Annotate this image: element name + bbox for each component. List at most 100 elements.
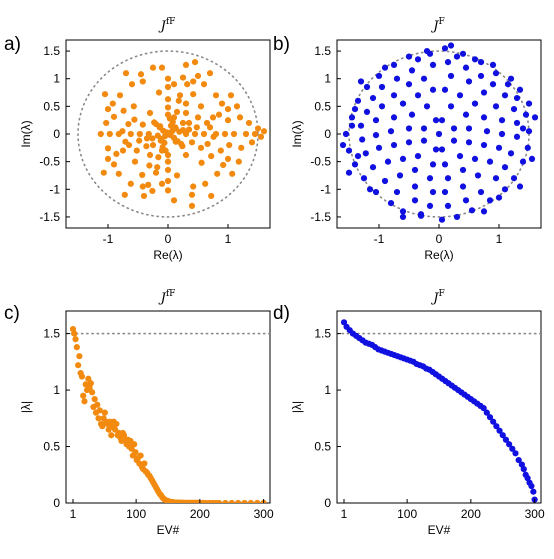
data-point	[342, 130, 350, 138]
data-point	[179, 143, 186, 150]
chart-title: JF	[430, 289, 444, 306]
data-point	[399, 155, 407, 162]
data-point	[100, 169, 107, 176]
data-point	[224, 106, 232, 113]
data-point	[154, 164, 161, 171]
y-axis-label: Im(λ)	[290, 120, 304, 147]
data-point	[235, 499, 242, 503]
data-point	[362, 150, 369, 157]
data-point	[164, 166, 172, 174]
y-tick-label: 1	[324, 383, 331, 397]
data-point	[348, 122, 356, 129]
data-point	[509, 445, 516, 452]
data-point	[528, 482, 535, 490]
data-point	[164, 151, 172, 159]
data-point	[210, 133, 217, 140]
data-point	[378, 83, 386, 91]
data-point	[164, 75, 172, 82]
y-tick-label: 1.5	[314, 327, 331, 341]
data-point	[154, 132, 161, 139]
data-point	[471, 56, 479, 63]
data-point	[95, 415, 102, 422]
data-point	[480, 141, 488, 149]
data-point	[489, 81, 497, 88]
data-point	[203, 119, 211, 127]
data-point	[141, 460, 148, 467]
x-axis-label: EV#	[428, 523, 451, 537]
data-point	[149, 64, 157, 71]
data-point	[345, 169, 353, 176]
data-point	[456, 153, 464, 160]
data-point	[399, 208, 407, 215]
data-point	[113, 420, 120, 428]
data-point	[348, 114, 356, 121]
data-point	[462, 197, 470, 204]
data-point	[444, 59, 452, 66]
data-point	[184, 81, 191, 88]
data-point	[438, 117, 446, 124]
data-point	[399, 100, 407, 107]
x-tick-label: -1	[374, 232, 385, 246]
data-point	[164, 111, 172, 118]
data-point	[127, 180, 134, 187]
chart-title: JfF	[158, 17, 176, 34]
data-point	[198, 159, 205, 166]
y-tick-label: 0.5	[314, 99, 331, 113]
data-point	[257, 133, 265, 140]
data-point	[515, 456, 522, 464]
data-point	[465, 78, 473, 85]
panel-label: a)	[4, 34, 21, 55]
data-point	[170, 114, 178, 121]
data-point	[372, 188, 380, 196]
data-point	[115, 170, 122, 177]
data-point	[145, 181, 152, 188]
data-point	[453, 213, 461, 221]
data-point	[420, 75, 428, 82]
x-axis-label: Re(λ)	[424, 248, 453, 262]
data-point	[217, 147, 224, 154]
data-point	[193, 124, 200, 131]
data-point	[411, 197, 419, 204]
y-tick-label: -0.5	[39, 155, 60, 169]
data-point	[501, 164, 509, 171]
data-point	[408, 111, 416, 118]
data-point	[71, 330, 78, 337]
data-point	[456, 92, 464, 99]
data-point	[104, 145, 112, 152]
data-point	[483, 128, 491, 135]
data-point	[179, 74, 187, 81]
data-point	[143, 143, 150, 150]
data-point	[206, 124, 214, 131]
data-point	[224, 155, 232, 162]
data-point	[164, 83, 172, 91]
data-point	[486, 197, 494, 204]
data-point	[519, 125, 527, 132]
data-point	[245, 119, 253, 127]
data-point	[182, 130, 190, 138]
data-point	[116, 92, 124, 99]
data-point	[363, 83, 371, 91]
data-point	[513, 119, 521, 127]
data-point	[426, 175, 434, 182]
plot-frame	[336, 310, 542, 504]
data-point	[372, 132, 380, 139]
data-point	[164, 187, 172, 194]
data-point	[465, 139, 473, 146]
x-axis-label: Re(λ)	[153, 248, 182, 262]
data-point	[359, 136, 366, 143]
y-tick-label: 0	[53, 127, 60, 141]
data-point	[238, 144, 245, 151]
data-point	[108, 432, 115, 439]
data-point	[378, 103, 386, 110]
data-point	[99, 423, 106, 430]
data-point	[133, 147, 140, 154]
data-point	[432, 117, 440, 124]
data-point	[119, 128, 126, 135]
data-point	[387, 128, 395, 135]
x-tick-label: 100	[397, 507, 417, 521]
data-point	[120, 107, 127, 114]
data-point	[429, 188, 437, 196]
data-point	[384, 158, 392, 165]
data-point	[110, 113, 118, 120]
